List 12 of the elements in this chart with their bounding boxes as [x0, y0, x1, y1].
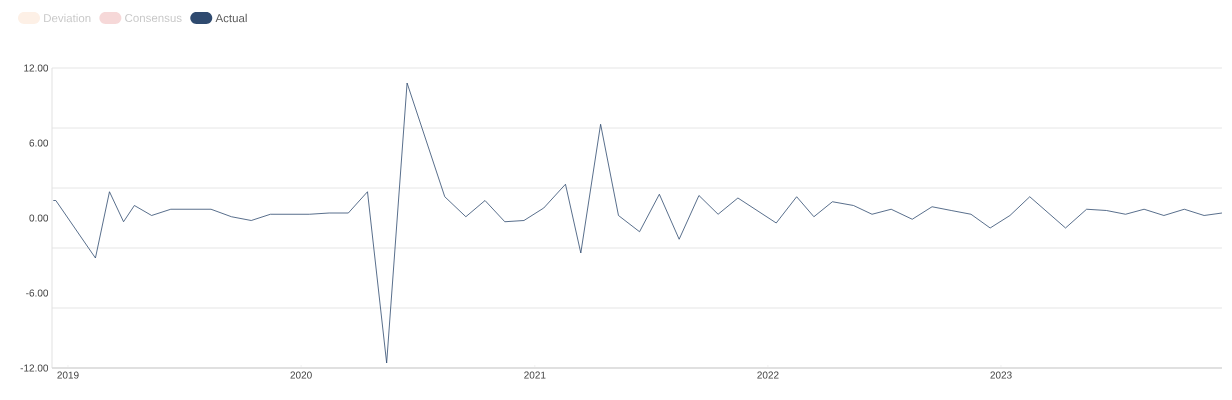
legend-label: Consensus [125, 13, 182, 23]
y-tick-label: 12.00 [24, 64, 49, 72]
x-tick-label: 2019 [57, 371, 79, 379]
y-tick-label: 0.00 [29, 214, 49, 222]
legend-label: Actual [215, 13, 247, 23]
x-tick-label: 2023 [990, 371, 1012, 379]
x-tick-label: 2020 [290, 371, 312, 379]
y-tick-label: -6.00 [26, 289, 49, 297]
x-tick-label: 2021 [524, 371, 546, 379]
y-tick-label: -12.00 [20, 364, 49, 372]
y-tick-label: 6.00 [29, 139, 49, 147]
x-tick-label: 2022 [757, 371, 779, 379]
